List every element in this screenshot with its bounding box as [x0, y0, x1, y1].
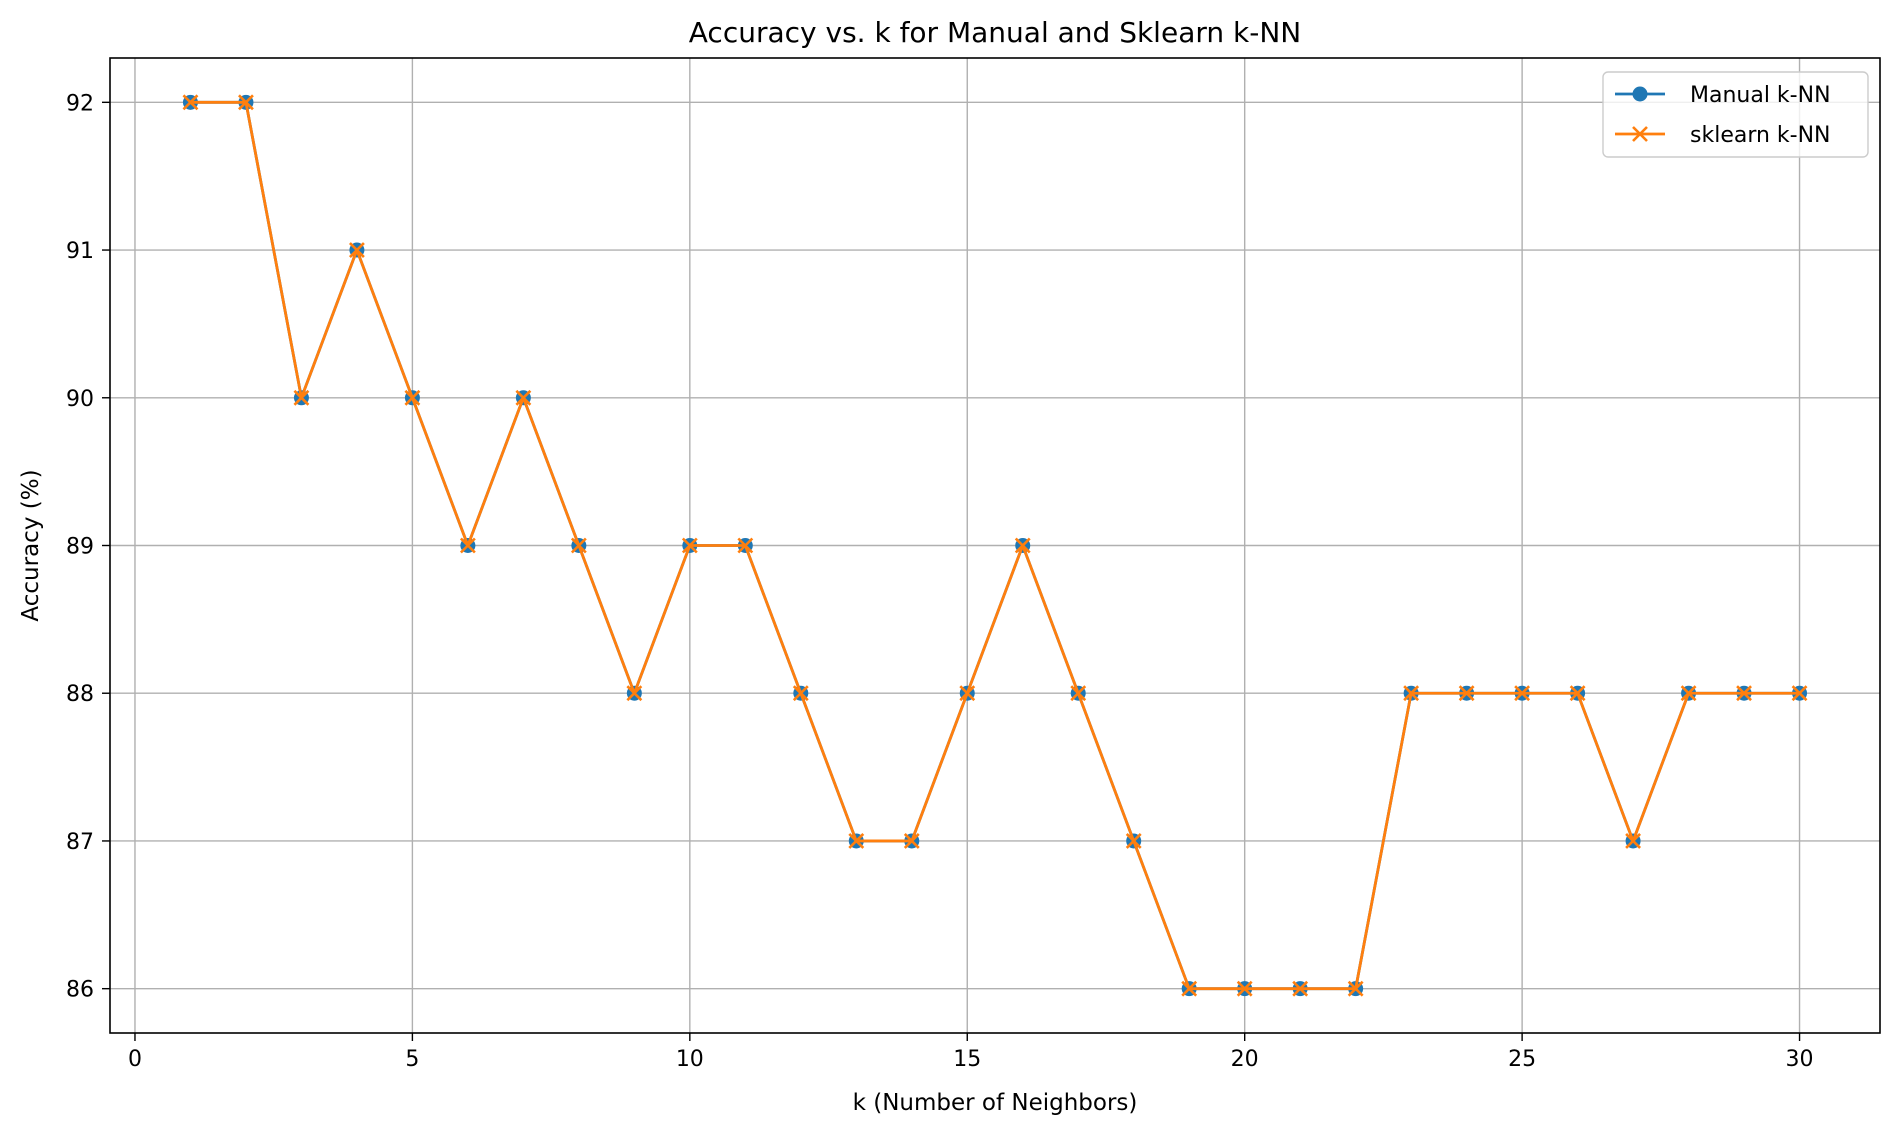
- y-axis: 86 87 88 89 90 91 92: [66, 91, 110, 1003]
- legend-frame: [1602, 71, 1869, 158]
- y-tick-label: 91: [66, 239, 94, 264]
- legend-marker-sklearn: [1632, 126, 1648, 142]
- x-tick-label: 30: [1786, 1047, 1814, 1072]
- data-point: [1347, 980, 1364, 997]
- data-point: [959, 685, 976, 702]
- data-point: [1236, 980, 1253, 997]
- y-tick-label: 92: [66, 91, 94, 116]
- series-1: [182, 94, 1808, 997]
- legend-marker-manual: [1632, 86, 1648, 102]
- legend-label-sklearn: sklearn k-NN: [1690, 123, 1831, 148]
- data-point: [1014, 537, 1031, 554]
- data-point: [737, 537, 754, 554]
- data-point: [1458, 685, 1475, 702]
- data-point: [681, 537, 698, 554]
- data-point: [1070, 685, 1087, 702]
- x-tick-label: 5: [405, 1047, 419, 1072]
- data-point: [848, 833, 865, 849]
- x-tick-label: 25: [1508, 1047, 1536, 1072]
- data-point: [1514, 685, 1531, 702]
- series-line: [190, 100, 1800, 991]
- y-tick-label: 90: [66, 387, 94, 412]
- data-point: [238, 94, 254, 111]
- y-tick-label: 87: [66, 830, 94, 855]
- series-layer: [182, 94, 1808, 997]
- data-point: [515, 389, 532, 406]
- data-point: [1791, 685, 1808, 702]
- x-tick-label: 10: [676, 1047, 704, 1072]
- y-tick-label: 88: [66, 682, 94, 707]
- y-tick-label: 86: [66, 978, 94, 1003]
- data-point: [404, 389, 421, 406]
- data-point: [626, 685, 643, 702]
- data-point: [570, 537, 587, 554]
- x-tick-label: 15: [953, 1047, 981, 1072]
- data-point: [903, 833, 920, 849]
- x-axis-label: k (Number of Neighbors): [853, 1090, 1138, 1116]
- legend: Manual k-NN sklearn k-NN: [1602, 71, 1869, 158]
- data-point: [293, 389, 310, 406]
- data-point: [1181, 980, 1198, 997]
- y-tick-label: 89: [66, 535, 94, 560]
- data-point: [1625, 833, 1642, 849]
- legend-label-manual: Manual k-NN: [1690, 83, 1831, 108]
- x-axis: 0 5 10 15 20 25 30: [128, 1033, 1814, 1072]
- data-point: [1569, 685, 1586, 702]
- data-point: [1403, 685, 1420, 702]
- data-point: [792, 685, 809, 702]
- x-tick-label: 0: [128, 1047, 142, 1072]
- data-point: [348, 242, 365, 258]
- data-point: [459, 537, 476, 554]
- y-axis-label: Accuracy (%): [18, 469, 44, 621]
- data-point: [1680, 685, 1697, 702]
- data-point: [182, 94, 199, 111]
- data-point: [1292, 980, 1309, 997]
- x-tick-label: 20: [1231, 1047, 1259, 1072]
- chart-title: Accuracy vs. k for Manual and Sklearn k-…: [689, 16, 1301, 49]
- data-point: [1736, 685, 1752, 702]
- data-point: [1125, 833, 1142, 849]
